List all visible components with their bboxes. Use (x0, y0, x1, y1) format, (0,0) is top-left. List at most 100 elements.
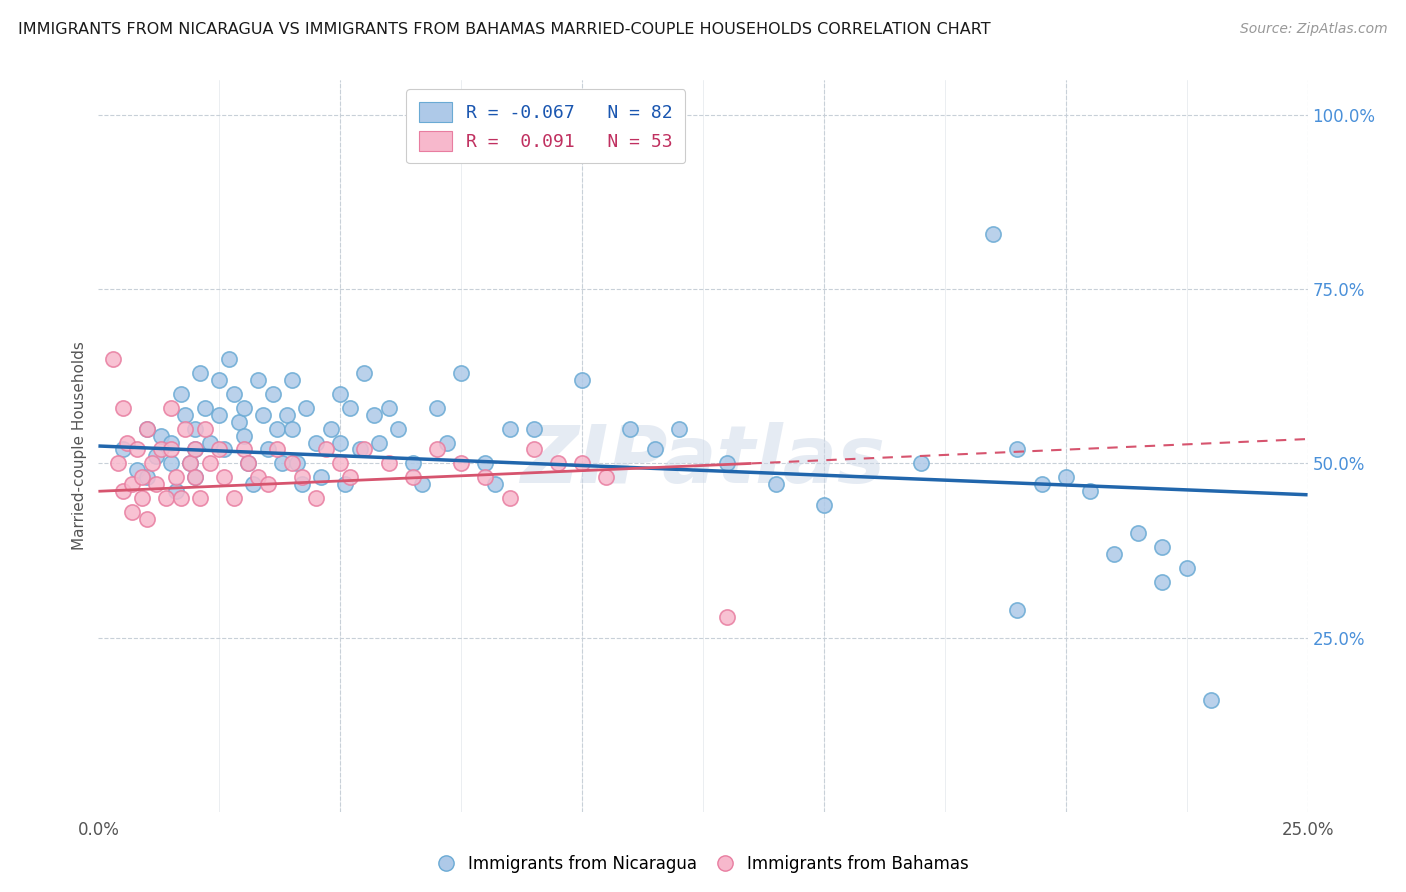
Point (145, 450, 167, 464)
Point (184, 421, 207, 435)
Point (474, 470, 496, 484)
Point (247, 373, 270, 387)
Point (644, 442, 666, 457)
Point (208, 408, 231, 422)
Point (1128, 526, 1150, 541)
Point (135, 421, 157, 435)
Point (266, 442, 288, 457)
Point (141, 457, 163, 471)
Point (668, 421, 690, 435)
Point (169, 386, 191, 401)
Point (450, 457, 472, 471)
Point (271, 457, 294, 471)
Point (377, 401, 399, 415)
Point (212, 442, 235, 457)
Point (305, 491, 328, 506)
Point (329, 457, 352, 471)
Point (402, 470, 425, 484)
Point (1175, 561, 1198, 575)
Point (1054, 470, 1077, 484)
Point (523, 442, 546, 457)
Point (1007, 603, 1029, 617)
Point (1199, 693, 1222, 707)
Point (309, 470, 332, 484)
Point (111, 484, 134, 499)
Text: Source: ZipAtlas.com: Source: ZipAtlas.com (1240, 22, 1388, 37)
Point (252, 408, 274, 422)
Point (127, 463, 149, 477)
Point (716, 609, 738, 624)
Point (571, 457, 593, 471)
Point (571, 373, 593, 387)
Point (765, 477, 787, 491)
Point (402, 457, 425, 471)
Point (188, 491, 211, 506)
Point (523, 421, 546, 435)
Point (339, 470, 361, 484)
Point (498, 491, 520, 506)
Point (160, 457, 183, 471)
Point (339, 401, 361, 415)
Point (160, 442, 183, 457)
Point (232, 401, 254, 415)
Point (160, 401, 183, 415)
Point (1078, 484, 1101, 499)
Point (363, 408, 385, 422)
Point (194, 401, 217, 415)
Point (910, 457, 932, 471)
Point (155, 491, 177, 506)
Point (135, 470, 157, 484)
Point (450, 366, 472, 380)
Point (315, 442, 337, 457)
Point (256, 442, 278, 457)
Point (179, 457, 201, 471)
Point (262, 386, 284, 401)
Point (619, 421, 641, 435)
Point (160, 435, 183, 450)
Legend: Immigrants from Nicaragua, Immigrants from Bahamas: Immigrants from Nicaragua, Immigrants fr… (432, 848, 974, 880)
Point (333, 477, 356, 491)
Point (198, 457, 221, 471)
Point (290, 470, 312, 484)
Point (165, 470, 187, 484)
Point (198, 435, 221, 450)
Point (174, 408, 197, 422)
Point (208, 373, 231, 387)
Point (426, 442, 449, 457)
Point (238, 457, 260, 471)
Point (329, 386, 352, 401)
Point (228, 415, 250, 429)
Text: ZIPatlas: ZIPatlas (520, 422, 886, 500)
Point (247, 470, 270, 484)
Point (256, 477, 278, 491)
Point (121, 505, 143, 519)
Point (281, 373, 304, 387)
Point (266, 421, 288, 435)
Point (813, 498, 835, 512)
Point (165, 484, 187, 499)
Point (305, 435, 328, 450)
Point (547, 457, 569, 471)
Point (981, 227, 1004, 241)
Point (474, 457, 496, 471)
Point (1102, 547, 1125, 561)
Point (595, 470, 617, 484)
Point (117, 435, 139, 450)
Point (121, 477, 143, 491)
Point (411, 477, 433, 491)
Point (1031, 477, 1053, 491)
Y-axis label: Married-couple Households: Married-couple Households (72, 342, 87, 550)
Point (281, 421, 304, 435)
Point (135, 421, 157, 435)
Point (222, 491, 245, 506)
Point (222, 386, 245, 401)
Point (174, 421, 197, 435)
Point (179, 457, 201, 471)
Point (242, 477, 264, 491)
Point (436, 435, 458, 450)
Point (127, 442, 149, 457)
Point (329, 435, 352, 450)
Point (111, 401, 134, 415)
Point (135, 512, 157, 526)
Point (319, 421, 342, 435)
